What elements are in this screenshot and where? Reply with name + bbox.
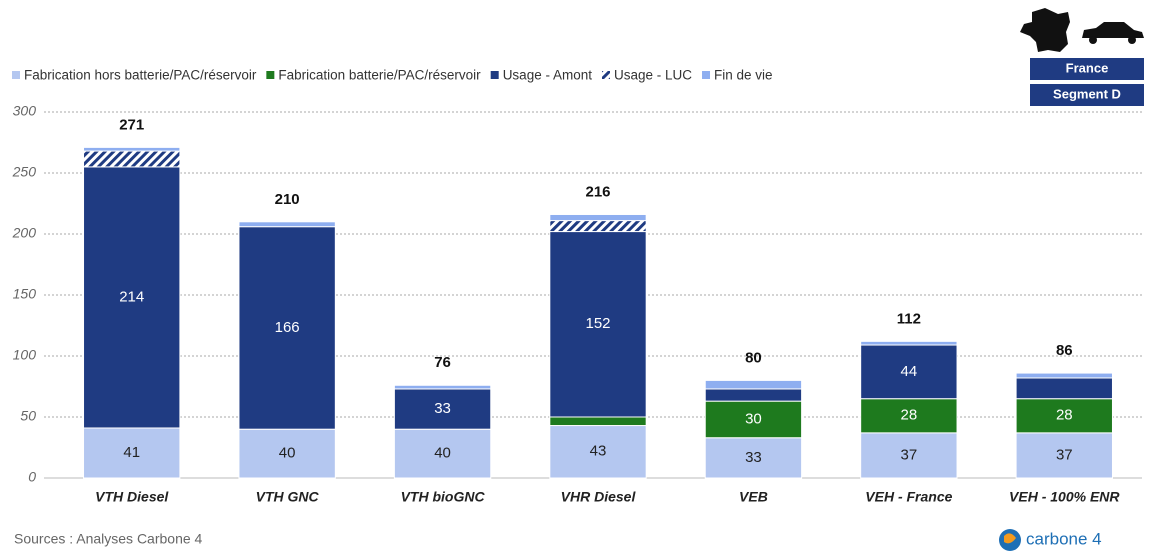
bar-segment: [83, 150, 181, 168]
bar-segment: [549, 220, 647, 233]
segment-label: 37: [1056, 446, 1073, 463]
bar-segment: [860, 344, 958, 400]
badge-label: Segment D: [1053, 86, 1121, 101]
legend-label: Usage - LUC: [614, 68, 692, 83]
y-tick-label: 300: [13, 103, 37, 119]
segment-label: 40: [279, 445, 296, 462]
total-label: 80: [745, 349, 762, 366]
bar-segment: [1015, 377, 1113, 400]
legend-swatch: [266, 71, 275, 79]
x-tick-label: VTH GNC: [256, 489, 320, 505]
x-tick-label: VEB: [739, 489, 768, 505]
legend-swatch: [12, 71, 20, 79]
total-label: 216: [585, 183, 610, 200]
total-label: 76: [434, 354, 451, 371]
segment-label: 37: [901, 446, 918, 463]
legend-swatch: [702, 71, 711, 79]
france-icon: [1020, 8, 1070, 52]
bar-segment: [860, 340, 958, 346]
segment-label: 40: [434, 445, 451, 462]
bar-segment: [549, 416, 647, 427]
bar-segment: [549, 213, 647, 222]
bar-segment: [704, 379, 803, 390]
bar-segment: [83, 166, 181, 429]
segment-label: 166: [275, 319, 300, 336]
y-tick-label: 50: [20, 408, 36, 424]
legend-label: Fabrication hors batterie/PAC/réservoir: [24, 68, 257, 83]
bar-segment: [393, 388, 492, 430]
bar-segment: [238, 428, 336, 479]
bar-segment: [704, 388, 803, 402]
y-tick-label: 200: [12, 225, 37, 241]
bar-segment: [83, 146, 181, 152]
bar-segment: [393, 428, 492, 479]
total-label: 210: [275, 191, 300, 208]
x-tick-label: VEH - France: [865, 489, 952, 505]
badge: [1030, 58, 1144, 80]
bar-segment: [1015, 432, 1113, 479]
legend-swatch: [490, 71, 499, 79]
total-label: 112: [897, 310, 921, 327]
bar-segment: [393, 384, 492, 390]
bar-segment: [1015, 398, 1113, 434]
bar-segment: [549, 425, 647, 479]
x-tick-label: VTH Diesel: [95, 489, 169, 505]
bar-segment: [704, 400, 803, 439]
x-tick-label: VEH - 100% ENR: [1009, 489, 1120, 505]
legend-swatch: [601, 71, 610, 79]
segment-label: 28: [1056, 407, 1073, 424]
logo-icon: [1004, 533, 1016, 544]
y-tick-label: 250: [12, 164, 37, 180]
segment-label: 152: [585, 315, 610, 332]
bar-segment: [549, 231, 647, 418]
bar-segment: [704, 437, 803, 479]
y-tick-label: 150: [13, 286, 37, 302]
x-tick-label: VHR Diesel: [561, 489, 637, 505]
legend-label: Fin de vie: [714, 68, 773, 83]
x-tick-label: VTH bioGNC: [401, 489, 486, 505]
car-icon: [1082, 22, 1144, 44]
total-label: 271: [119, 116, 144, 133]
total-label: 86: [1056, 342, 1073, 359]
legend-label: Fabrication batterie/PAC/réservoir: [278, 68, 481, 83]
badge-label: France: [1066, 60, 1109, 75]
segment-label: 43: [590, 443, 607, 460]
logo-text: carbone 4: [1026, 529, 1102, 548]
segment-label: 214: [119, 288, 144, 305]
segment-label: 33: [745, 449, 762, 466]
bar-segment: [238, 226, 336, 430]
legend-label: Usage - Amont: [503, 68, 593, 83]
y-tick-label: 100: [13, 347, 37, 363]
bar-segment: [860, 398, 958, 434]
bar-segment: [860, 432, 958, 479]
segment-label: 44: [901, 363, 918, 380]
y-tick-label: 0: [28, 469, 36, 485]
bar-segment: [1015, 372, 1113, 379]
source: Sources : Analyses Carbone 4: [14, 531, 203, 547]
segment-label: 28: [901, 407, 918, 424]
badge: [1030, 84, 1144, 106]
bar-segment: [238, 221, 336, 228]
segment-label: 30: [745, 410, 762, 427]
segment-label: 41: [123, 444, 140, 461]
segment-label: 33: [434, 400, 451, 417]
